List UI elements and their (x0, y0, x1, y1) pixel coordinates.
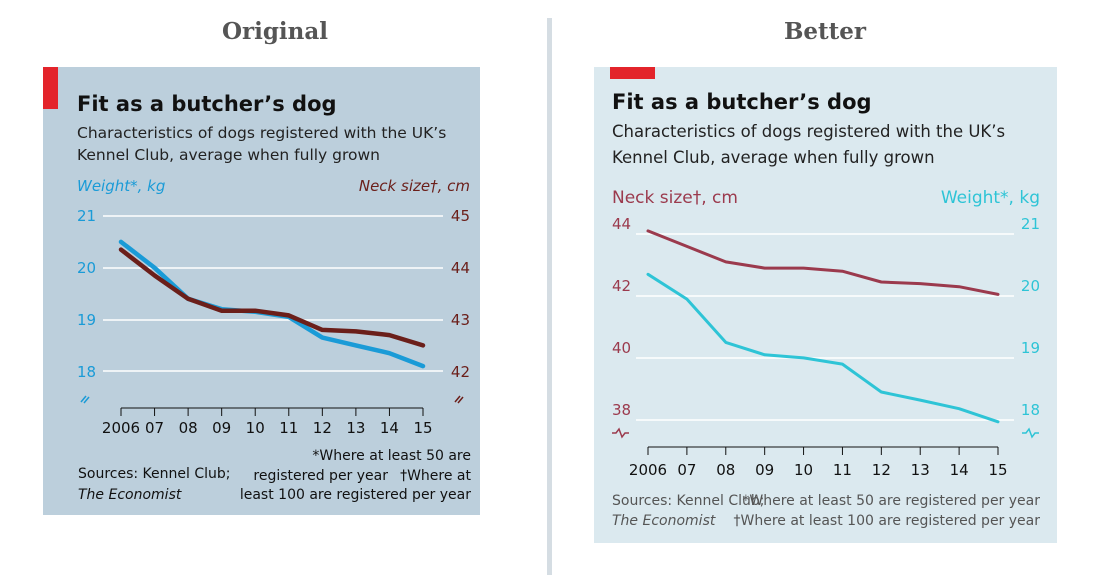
chart-subtitle-line2: Kennel Club, average when fully grown (77, 146, 380, 164)
chart-subtitle-line1: Characteristics of dogs registered with … (612, 122, 1005, 141)
x-tick-label: 10 (246, 419, 265, 437)
x-tick-label: 09 (212, 419, 231, 437)
x-tick-label: 14 (950, 461, 969, 479)
axis-break-icon (80, 395, 90, 404)
x-tick-label: 07 (677, 461, 696, 479)
footnote-neck: †Where at least 100 are registered per y… (733, 513, 1040, 529)
x-tick-label: 08 (179, 419, 198, 437)
chart-better: Fit as a butcher’s dog Characteristics o… (594, 67, 1057, 543)
x-tick-label: 07 (145, 419, 164, 437)
axis-break-icon (1022, 427, 1039, 439)
series-line-left-axis (646, 229, 1000, 296)
footnote-source-publication: The Economist (612, 513, 716, 529)
chart-original-svg: Fit as a butcher’s dog Characteristics o… (43, 67, 471, 503)
footnote-sources: Sources: Kennel Club; (612, 493, 764, 509)
x-tick-label: 13 (911, 461, 930, 479)
x-tick-label: 14 (380, 419, 399, 437)
left-tick-label: 21 (77, 207, 96, 225)
x-tick-label: 08 (716, 461, 735, 479)
chart-better-svg: Fit as a butcher’s dog Characteristics o… (610, 67, 1040, 529)
x-tick-label: 11 (833, 461, 852, 479)
x-tick-label: 09 (755, 461, 774, 479)
chart-title: Fit as a butcher’s dog (612, 90, 872, 114)
x-tick-label: 10 (794, 461, 813, 479)
right-tick-label: 19 (1021, 339, 1040, 357)
chart-subtitle-line2: Kennel Club, average when fully grown (612, 148, 935, 167)
x-tick-label: 2006 (629, 461, 667, 479)
right-axis-label: Neck size†, cm (359, 177, 470, 195)
left-axis-label: Neck size†, cm (612, 188, 738, 208)
axis-break-icon (454, 395, 464, 404)
right-tick-label: 42 (451, 363, 470, 381)
chart-title: Fit as a butcher’s dog (77, 92, 337, 116)
x-tick-label: 12 (313, 419, 332, 437)
footnote-weight: *Where at least 50 are registered per ye… (742, 493, 1040, 509)
left-tick-label: 38 (612, 401, 631, 419)
right-tick-label: 18 (1021, 401, 1040, 419)
left-tick-label: 18 (77, 363, 96, 381)
left-tick-label: 20 (77, 259, 96, 277)
footnote-source-publication: The Economist (78, 487, 182, 503)
x-tick-label: 15 (413, 419, 432, 437)
series-line-right-axis (646, 272, 1000, 424)
right-tick-label: 20 (1021, 277, 1040, 295)
footnote-neck: †Where at (400, 468, 471, 484)
x-tick-label: 12 (872, 461, 891, 479)
accent-bar (43, 67, 58, 109)
left-tick-label: 44 (612, 215, 631, 233)
right-axis-label: Weight*, kg (941, 188, 1040, 208)
series-line-left-axis (118, 239, 426, 369)
axis-break-icon (612, 427, 629, 439)
footnote-sources: Sources: Kennel Club; (78, 466, 230, 482)
x-tick-label: 13 (346, 419, 365, 437)
heading-better: Better (783, 18, 867, 45)
footnote-weight: *Where at least 50 are (312, 448, 471, 464)
chart-original: Fit as a butcher’s dog Characteristics o… (43, 67, 480, 515)
heading-original: Original (221, 18, 329, 45)
right-tick-label: 43 (451, 311, 470, 329)
left-tick-label: 40 (612, 339, 631, 357)
chart-subtitle-line1: Characteristics of dogs registered with … (77, 124, 446, 142)
x-tick-label: 11 (279, 419, 298, 437)
left-tick-label: 42 (612, 277, 631, 295)
divider (547, 18, 552, 575)
series-line-right-axis (118, 247, 426, 348)
accent-bar (610, 67, 655, 79)
left-tick-label: 19 (77, 311, 96, 329)
right-tick-label: 21 (1021, 215, 1040, 233)
x-tick-label: 2006 (102, 419, 140, 437)
left-axis-label: Weight*, kg (77, 177, 165, 195)
footnote-weight-line2: registered per year (253, 468, 388, 484)
footnote-neck-line2: least 100 are registered per year (240, 487, 471, 503)
x-tick-label: 15 (988, 461, 1007, 479)
right-tick-label: 45 (451, 207, 470, 225)
right-tick-label: 44 (451, 259, 470, 277)
